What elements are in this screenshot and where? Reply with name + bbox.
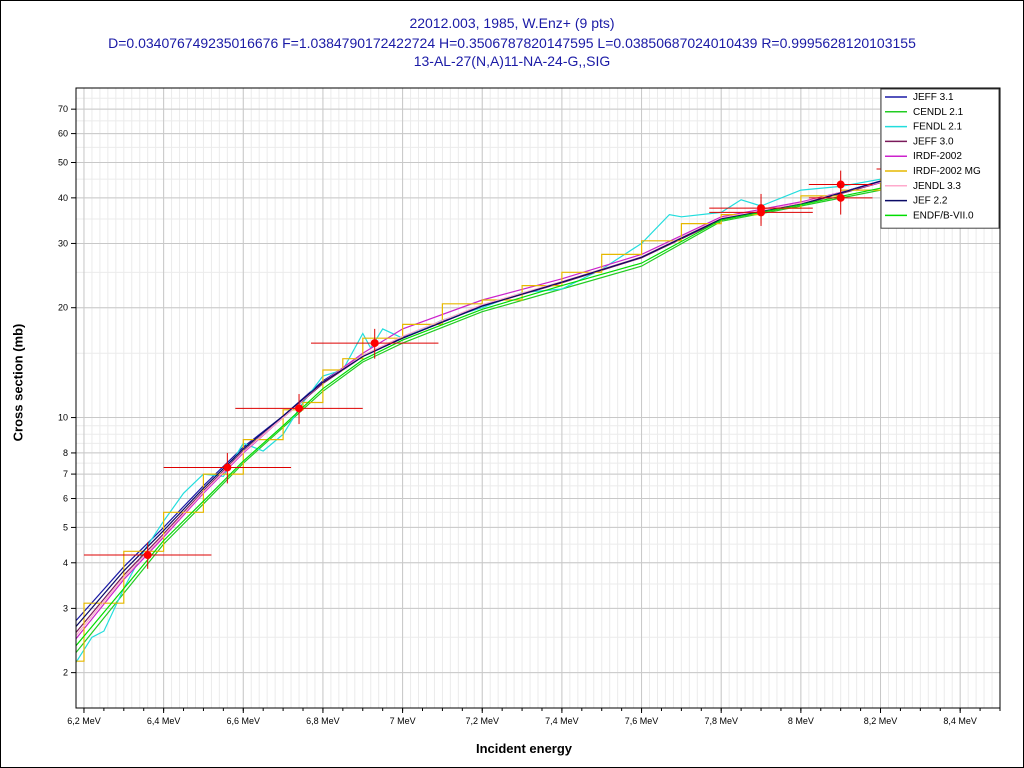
x-tick-label: 7,4 MeV <box>545 716 579 726</box>
experimental-points <box>83 156 901 569</box>
y-tick-label: 8 <box>63 448 68 458</box>
legend-entry: IRDF-2002 MG <box>913 166 981 177</box>
data-point <box>370 339 379 348</box>
x-tick-label: 6,2 MeV <box>67 716 101 726</box>
x-tick-label: 7,6 MeV <box>625 716 659 726</box>
x-tick-label: 8,2 MeV <box>864 716 898 726</box>
y-tick-label: 7 <box>63 469 68 479</box>
legend-entry: JENDL 3.3 <box>913 181 961 192</box>
data-point <box>836 193 845 202</box>
plot-border <box>75 87 1001 709</box>
y-tick-label: 6 <box>63 494 68 504</box>
x-axis-label: Incident energy <box>475 741 573 756</box>
legend-entry: FENDL 2.1 <box>913 122 963 133</box>
x-tick-label: 7,8 MeV <box>704 716 738 726</box>
y-tick-label: 10 <box>58 413 68 423</box>
legend-entry: JEFF 3.1 <box>913 92 954 103</box>
legend-entry: IRDF-2002 <box>913 151 962 162</box>
y-tick-label: 40 <box>58 193 68 203</box>
x-tick-label: 8,4 MeV <box>943 716 977 726</box>
data-point <box>143 551 152 560</box>
y-tick-label: 2 <box>63 668 68 678</box>
chart-subtitle: D=0.034076749235016676 F=1.0384790172422… <box>108 35 916 51</box>
y-tick-label: 30 <box>58 238 68 248</box>
legend-entry: ENDF/B-VII.0 <box>913 210 974 221</box>
axis-ticks: 6,2 MeV 6,4 MeV 6,6 MeV 6,8 MeV 7 MeV 7,2 MeV… <box>58 104 1001 726</box>
y-tick-label: 50 <box>58 157 68 167</box>
x-tick-label: 7 MeV <box>390 716 416 726</box>
y-tick-label: 70 <box>58 104 68 114</box>
x-tick-label: 6,8 MeV <box>306 716 340 726</box>
legend-entry: CENDL 2.1 <box>913 107 964 118</box>
chart-title: 22012.003, 1985, W.Enz+ (9 pts) <box>409 15 615 31</box>
y-tick-label: 20 <box>58 303 68 313</box>
legend-entry: JEFF 3.0 <box>913 136 954 147</box>
x-tick-label: 6,4 MeV <box>147 716 181 726</box>
y-tick-label: 4 <box>63 558 68 568</box>
y-tick-label: 3 <box>63 603 68 613</box>
data-point <box>757 208 766 217</box>
legend: JEFF 3.1 CENDL 2.1 FENDL 2.1 JEFF 3.0 IRDF-2… <box>880 88 1000 229</box>
minor-grid <box>76 87 1001 708</box>
y-tick-label: 60 <box>58 129 68 139</box>
x-tick-label: 7,2 MeV <box>465 716 499 726</box>
data-point <box>223 463 232 472</box>
data-point <box>295 404 304 413</box>
legend-entry: JEF 2.2 <box>913 196 948 207</box>
x-tick-label: 8 MeV <box>788 716 814 726</box>
x-tick-label: 6,6 MeV <box>227 716 261 726</box>
y-tick-label: 5 <box>63 522 68 532</box>
chart-reaction: 13-AL-27(N,A)11-NA-24-G,,SIG <box>413 53 611 69</box>
